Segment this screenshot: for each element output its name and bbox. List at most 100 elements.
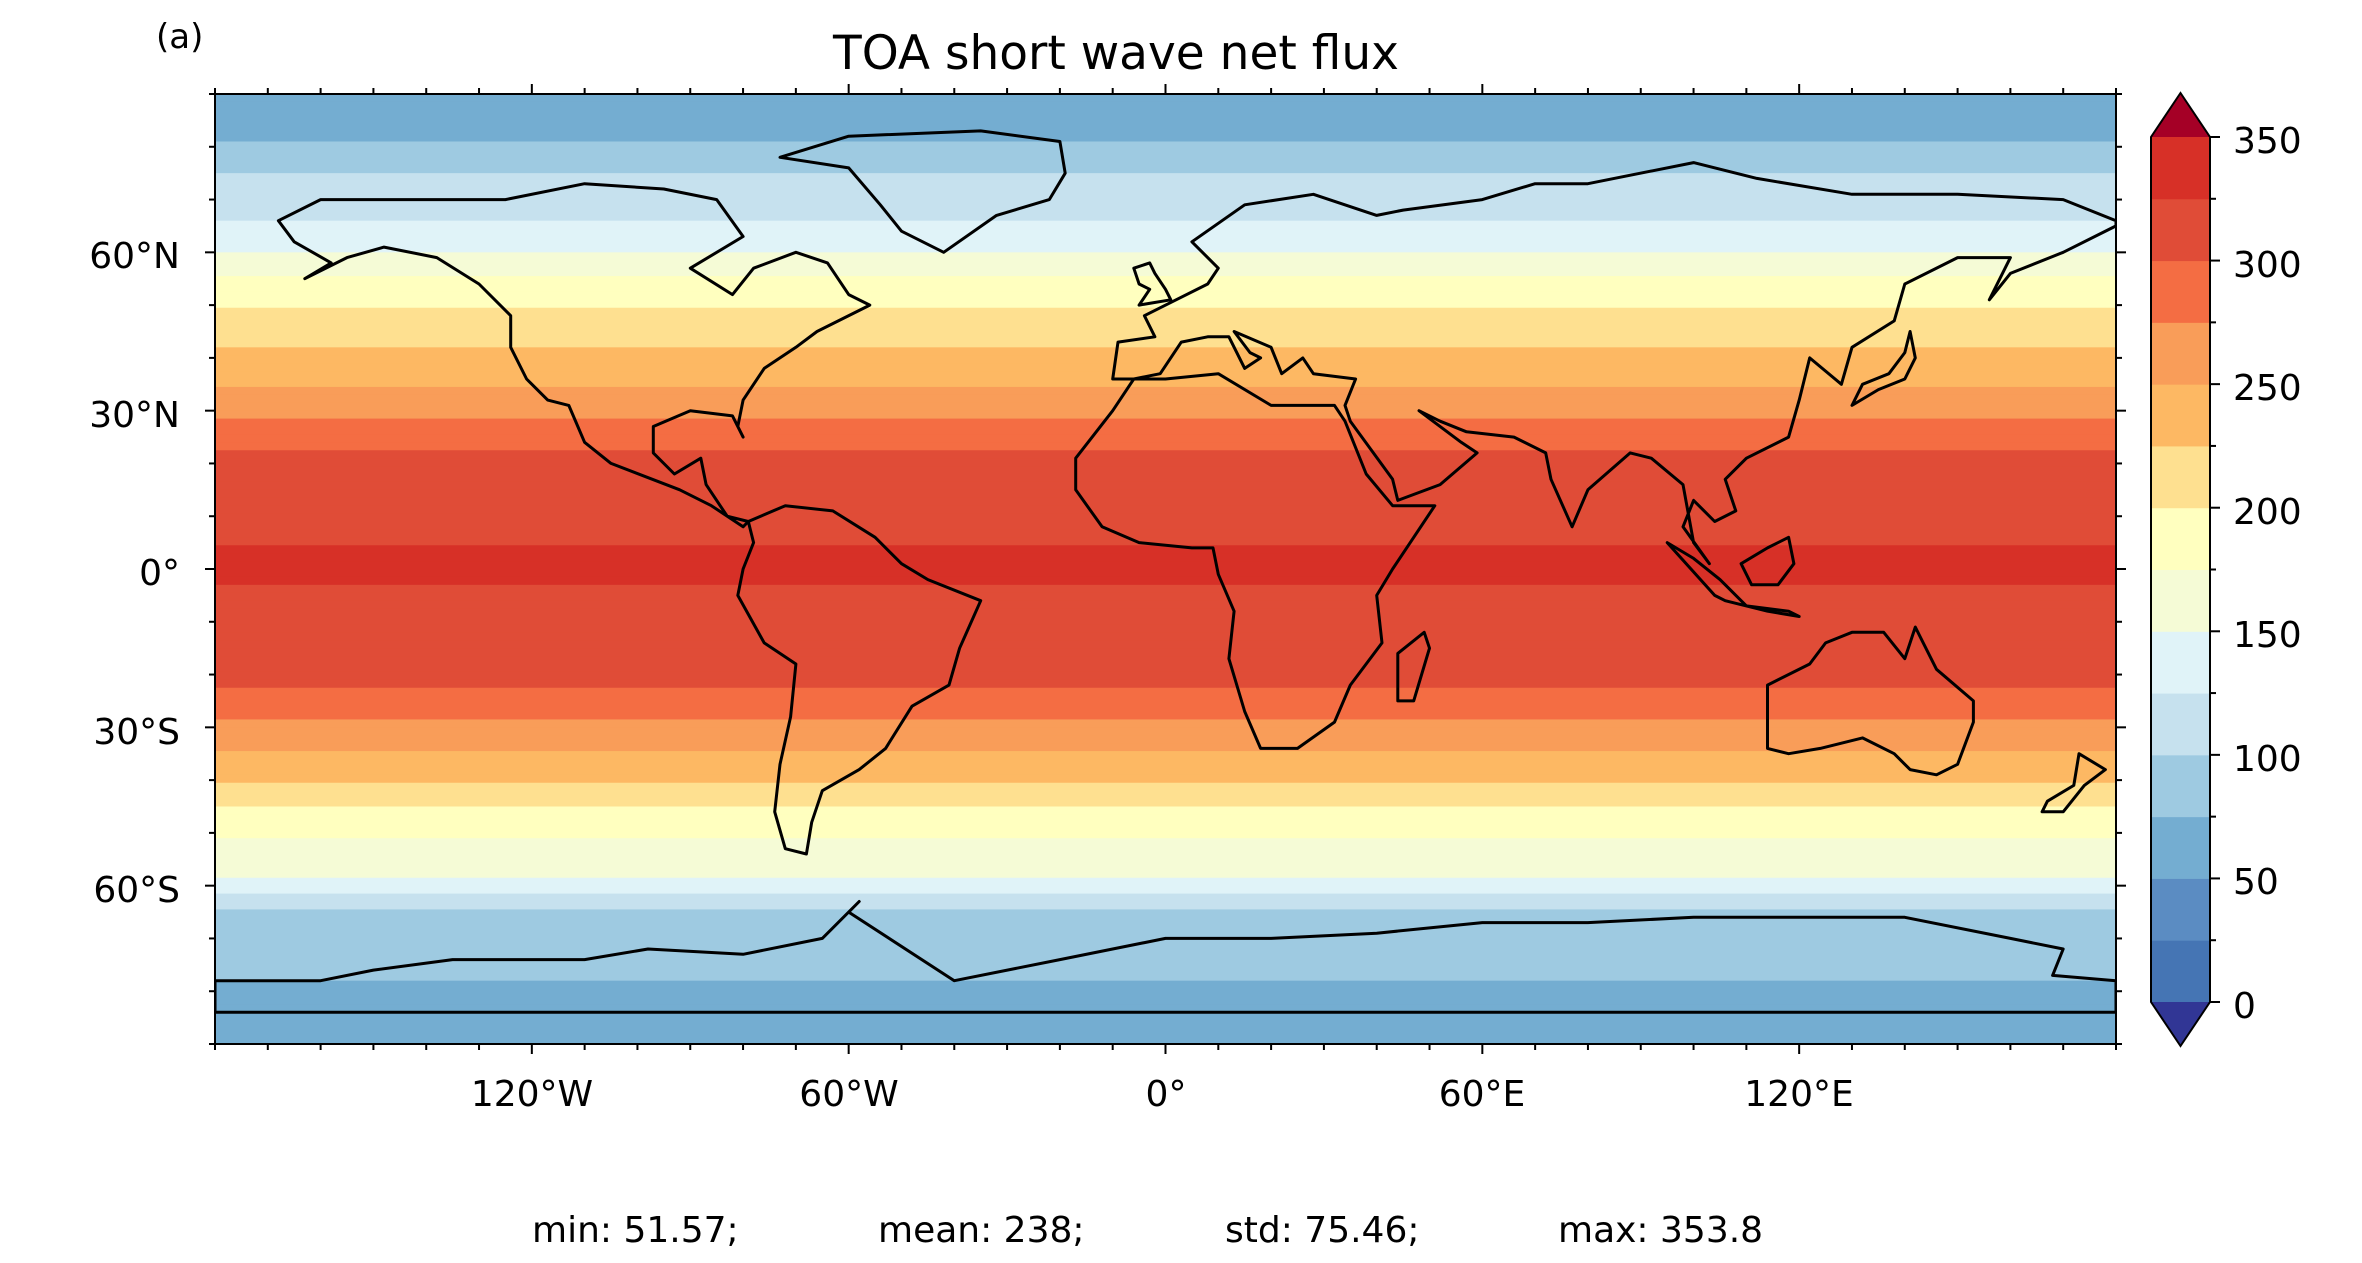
- colorbar-segment: [2151, 816, 2210, 879]
- flux-band: [215, 909, 2116, 918]
- colorbar-segment: [2151, 507, 2210, 570]
- flux-band: [215, 925, 2116, 934]
- lat-tick-label: 60°S: [93, 870, 180, 911]
- colorbar-segment: [2151, 569, 2210, 632]
- flux-band: [215, 774, 2116, 784]
- stat-mean: mean: 238;: [878, 1210, 1085, 1251]
- flux-band: [215, 394, 2116, 404]
- flux-band: [215, 133, 2116, 143]
- flux-band: [215, 980, 2116, 990]
- lon-tick-label: 60°E: [1438, 1074, 1526, 1115]
- flux-band: [215, 94, 2116, 103]
- map-title-text: TOA short wave net flux: [833, 26, 1399, 81]
- flux-band: [215, 1012, 2116, 1021]
- flux-band: [215, 125, 2116, 135]
- flux-band: [215, 189, 2116, 198]
- flux-band: [215, 877, 2116, 887]
- flux-band: [215, 941, 2116, 950]
- flux-band: [215, 426, 2116, 436]
- stat-max: max: 353.8: [1558, 1210, 1764, 1251]
- coastline-greenland: [778, 129, 1067, 254]
- flux-band: [215, 371, 2116, 380]
- stat-min: min: 51.57;: [532, 1210, 739, 1251]
- flux-band: [215, 861, 2116, 871]
- coastline-new-zealand: [2040, 752, 2107, 814]
- flux-band: [215, 782, 2116, 792]
- flux-band: [215, 679, 2116, 689]
- flux-band: [215, 339, 2116, 348]
- coastline-eurasia: [1111, 161, 2116, 566]
- coastline-australia: [1766, 625, 1975, 777]
- flux-band: [215, 885, 2116, 895]
- lat-tick-label: 30°S: [93, 712, 180, 753]
- flux-band: [215, 1036, 2116, 1044]
- flux-band: [215, 727, 2116, 736]
- lat-tick-label: 60°N: [89, 236, 180, 277]
- flux-band: [215, 386, 2116, 396]
- coastline-japan: [1850, 330, 1917, 407]
- flux-band: [215, 1020, 2116, 1029]
- flux-band: [215, 149, 2116, 158]
- flux-band: [215, 854, 2116, 863]
- flux-band: [215, 901, 2116, 911]
- flux-band: [215, 268, 2116, 277]
- flux-band: [215, 489, 2116, 499]
- colorbar-tick-label: 150: [2233, 615, 2302, 656]
- flux-band: [215, 687, 2116, 697]
- coastline-britain: [1132, 261, 1173, 307]
- flux-band: [215, 181, 2116, 190]
- flux-band: [215, 537, 2116, 546]
- colorbar-extend-max: [2151, 93, 2210, 137]
- flux-band: [215, 822, 2116, 831]
- flux-band: [215, 671, 2116, 681]
- flux-band: [215, 117, 2116, 127]
- flux-band: [215, 458, 2116, 467]
- flux-band: [215, 434, 2116, 443]
- flux-band: [215, 656, 2116, 665]
- flux-band: [215, 798, 2116, 808]
- flux-band: [215, 505, 2116, 515]
- coastline-antarctica: [215, 900, 2116, 1014]
- flux-band: [215, 624, 2116, 633]
- colorbar: [2150, 91, 2220, 1048]
- colorbar-tick-label: 200: [2233, 492, 2302, 533]
- axis-ticks: [205, 84, 2126, 1054]
- flux-band: [215, 584, 2116, 594]
- flux-band: [215, 869, 2116, 879]
- flux-band: [215, 331, 2116, 341]
- colorbar-tick-label: 100: [2233, 739, 2302, 780]
- flux-band: [215, 956, 2116, 966]
- lon-tick-label: 120°W: [470, 1074, 594, 1115]
- colorbar-tick-label: 300: [2233, 245, 2302, 286]
- colorbar-segment: [2151, 631, 2210, 694]
- flux-band: [215, 949, 2116, 958]
- flux-band: [215, 196, 2116, 206]
- flux-band: [215, 553, 2116, 562]
- flux-band: [215, 576, 2116, 586]
- flux-band: [215, 640, 2116, 649]
- colorbar-segment: [2151, 260, 2210, 323]
- flux-band: [215, 766, 2116, 776]
- flux-band: [215, 315, 2116, 325]
- flux-band: [215, 101, 2116, 111]
- flux-band: [215, 917, 2116, 926]
- coastline-borneo: [1739, 535, 1796, 587]
- flux-band: [215, 664, 2116, 673]
- flux-band: [215, 648, 2116, 657]
- flux-band: [215, 291, 2116, 301]
- flux-band: [215, 972, 2116, 982]
- flux-band: [215, 743, 2116, 752]
- flux-band: [215, 814, 2116, 823]
- flux-band: [215, 466, 2116, 475]
- coastline-south-america: [736, 504, 983, 856]
- flux-band: [215, 141, 2116, 151]
- stat-std: std: 75.46;: [1225, 1210, 1420, 1251]
- flux-band: [215, 806, 2116, 816]
- flux-band: [215, 964, 2116, 974]
- panel-label: (a): [156, 17, 204, 57]
- flux-band: [215, 608, 2116, 618]
- flux-band: [215, 513, 2116, 523]
- colorbar-segment: [2151, 940, 2210, 1003]
- flux-field: [215, 94, 2116, 1044]
